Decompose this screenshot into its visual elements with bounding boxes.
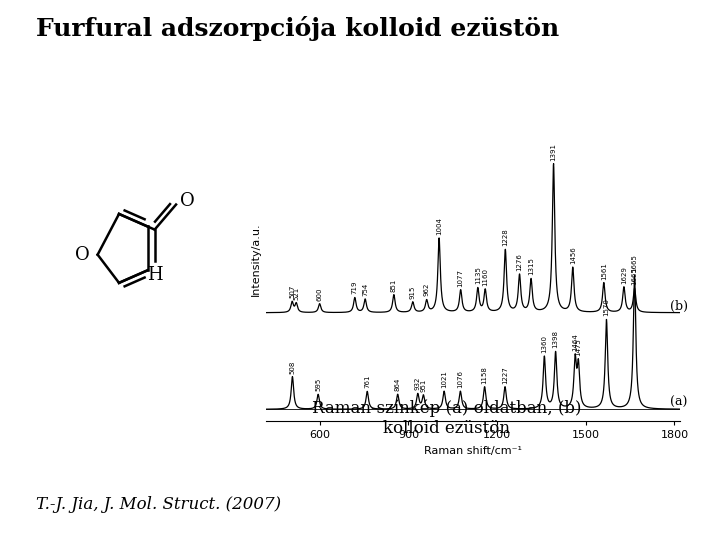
Text: 1158: 1158 xyxy=(482,366,487,384)
Text: 1076: 1076 xyxy=(457,370,464,388)
Text: 508: 508 xyxy=(289,360,295,374)
Text: 1315: 1315 xyxy=(528,258,534,275)
Text: 1475: 1475 xyxy=(575,339,581,356)
Text: 1077: 1077 xyxy=(458,268,464,287)
Text: 1629: 1629 xyxy=(621,266,627,284)
Text: H: H xyxy=(147,266,163,284)
Text: 1135: 1135 xyxy=(474,267,481,285)
Text: 951: 951 xyxy=(420,379,426,392)
Text: 851: 851 xyxy=(391,278,397,292)
Text: 1004: 1004 xyxy=(436,217,442,235)
Text: 1228: 1228 xyxy=(503,228,508,246)
Text: 915: 915 xyxy=(410,285,415,299)
Y-axis label: Intensity/a.u.: Intensity/a.u. xyxy=(251,222,261,296)
Text: 719: 719 xyxy=(352,281,358,294)
Text: 962: 962 xyxy=(423,283,430,296)
Text: 1665: 1665 xyxy=(631,254,638,272)
Text: (a): (a) xyxy=(670,396,688,409)
Text: 754: 754 xyxy=(362,282,368,296)
Text: 932: 932 xyxy=(415,377,420,390)
Text: 1160: 1160 xyxy=(482,268,488,286)
Text: Furfural adszorpciója kolloid ezüstön: Furfural adszorpciója kolloid ezüstön xyxy=(36,16,559,41)
Text: 1398: 1398 xyxy=(553,330,559,348)
Text: O: O xyxy=(179,192,194,211)
Text: 1561: 1561 xyxy=(600,262,607,280)
Text: 1665: 1665 xyxy=(631,267,638,285)
Text: T.-J. Jia, J. Mol. Struct. (2007): T.-J. Jia, J. Mol. Struct. (2007) xyxy=(36,496,281,513)
Text: 1276: 1276 xyxy=(516,253,523,271)
Text: 1456: 1456 xyxy=(570,246,576,264)
Text: 521: 521 xyxy=(293,286,300,300)
Text: Raman-színkép (a) oldatban, (b)
kolloid ezüstön: Raman-színkép (a) oldatban, (b) kolloid … xyxy=(312,400,581,437)
X-axis label: Raman shift/cm⁻¹: Raman shift/cm⁻¹ xyxy=(424,446,523,456)
Text: 761: 761 xyxy=(364,375,370,388)
Text: 1021: 1021 xyxy=(441,370,447,388)
Text: 507: 507 xyxy=(289,285,295,298)
Text: 595: 595 xyxy=(315,378,321,392)
Text: 1391: 1391 xyxy=(551,143,557,160)
Text: 1227: 1227 xyxy=(502,366,508,384)
Text: 1570: 1570 xyxy=(603,299,609,316)
Text: (b): (b) xyxy=(670,300,688,313)
Text: 1464: 1464 xyxy=(572,333,578,351)
Text: 1360: 1360 xyxy=(541,335,547,353)
Text: 864: 864 xyxy=(395,378,401,392)
Text: O: O xyxy=(75,246,89,264)
Text: 600: 600 xyxy=(317,287,323,301)
